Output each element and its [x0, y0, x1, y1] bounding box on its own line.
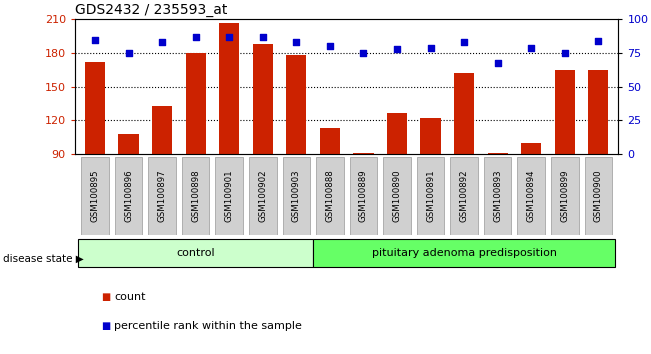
Text: ■: ■	[101, 292, 110, 302]
FancyBboxPatch shape	[215, 156, 243, 235]
Bar	[421, 118, 441, 154]
Text: GSM100894: GSM100894	[527, 169, 536, 222]
FancyBboxPatch shape	[417, 156, 444, 235]
FancyBboxPatch shape	[249, 156, 277, 235]
Bar	[320, 128, 340, 154]
Point	[224, 34, 234, 40]
Point	[560, 50, 570, 56]
Bar	[454, 73, 474, 154]
Text: GSM100899: GSM100899	[561, 169, 569, 222]
Text: ■: ■	[101, 321, 110, 331]
Text: GSM100898: GSM100898	[191, 169, 200, 222]
Text: GDS2432 / 235593_at: GDS2432 / 235593_at	[75, 3, 227, 17]
Bar	[555, 70, 575, 154]
Text: GSM100903: GSM100903	[292, 169, 301, 222]
Bar	[118, 134, 139, 154]
Point	[492, 60, 503, 65]
FancyBboxPatch shape	[484, 156, 512, 235]
Text: GSM100889: GSM100889	[359, 169, 368, 222]
FancyBboxPatch shape	[283, 156, 310, 235]
Text: percentile rank within the sample: percentile rank within the sample	[114, 321, 302, 331]
Text: GSM100893: GSM100893	[493, 169, 502, 222]
Bar	[589, 70, 609, 154]
Text: GSM100890: GSM100890	[393, 169, 402, 222]
Point	[291, 40, 301, 45]
Text: GSM100900: GSM100900	[594, 169, 603, 222]
Text: control: control	[176, 248, 215, 258]
FancyBboxPatch shape	[115, 156, 143, 235]
Bar	[488, 153, 508, 154]
Bar	[253, 44, 273, 154]
FancyBboxPatch shape	[450, 156, 478, 235]
Text: GSM100901: GSM100901	[225, 169, 234, 222]
Point	[526, 45, 536, 51]
Point	[425, 45, 436, 51]
Point	[123, 50, 133, 56]
Point	[459, 40, 469, 45]
Text: GSM100902: GSM100902	[258, 169, 268, 222]
Bar	[219, 23, 240, 154]
FancyBboxPatch shape	[78, 239, 313, 268]
FancyBboxPatch shape	[81, 156, 109, 235]
FancyBboxPatch shape	[182, 156, 210, 235]
Bar	[85, 62, 105, 154]
Point	[90, 37, 100, 42]
Point	[593, 38, 603, 44]
Text: GSM100891: GSM100891	[426, 169, 435, 222]
Point	[392, 46, 402, 52]
Point	[325, 44, 335, 49]
Text: GSM100896: GSM100896	[124, 169, 133, 222]
Bar	[521, 143, 541, 154]
Bar	[286, 55, 307, 154]
Text: disease state ▶: disease state ▶	[3, 253, 84, 263]
FancyBboxPatch shape	[585, 156, 612, 235]
FancyBboxPatch shape	[148, 156, 176, 235]
Point	[191, 34, 201, 40]
Point	[358, 50, 368, 56]
FancyBboxPatch shape	[551, 156, 579, 235]
FancyBboxPatch shape	[518, 156, 545, 235]
Text: count: count	[114, 292, 145, 302]
Text: GSM100895: GSM100895	[90, 169, 100, 222]
Text: GSM100892: GSM100892	[460, 169, 469, 222]
Bar	[186, 53, 206, 154]
Bar	[152, 106, 172, 154]
FancyBboxPatch shape	[313, 239, 615, 268]
Text: pituitary adenoma predisposition: pituitary adenoma predisposition	[372, 248, 557, 258]
Bar	[353, 153, 374, 154]
Text: GSM100888: GSM100888	[326, 169, 335, 222]
FancyBboxPatch shape	[350, 156, 377, 235]
FancyBboxPatch shape	[383, 156, 411, 235]
Point	[157, 40, 167, 45]
Text: GSM100897: GSM100897	[158, 169, 167, 222]
FancyBboxPatch shape	[316, 156, 344, 235]
Bar	[387, 113, 407, 154]
Point	[258, 34, 268, 40]
